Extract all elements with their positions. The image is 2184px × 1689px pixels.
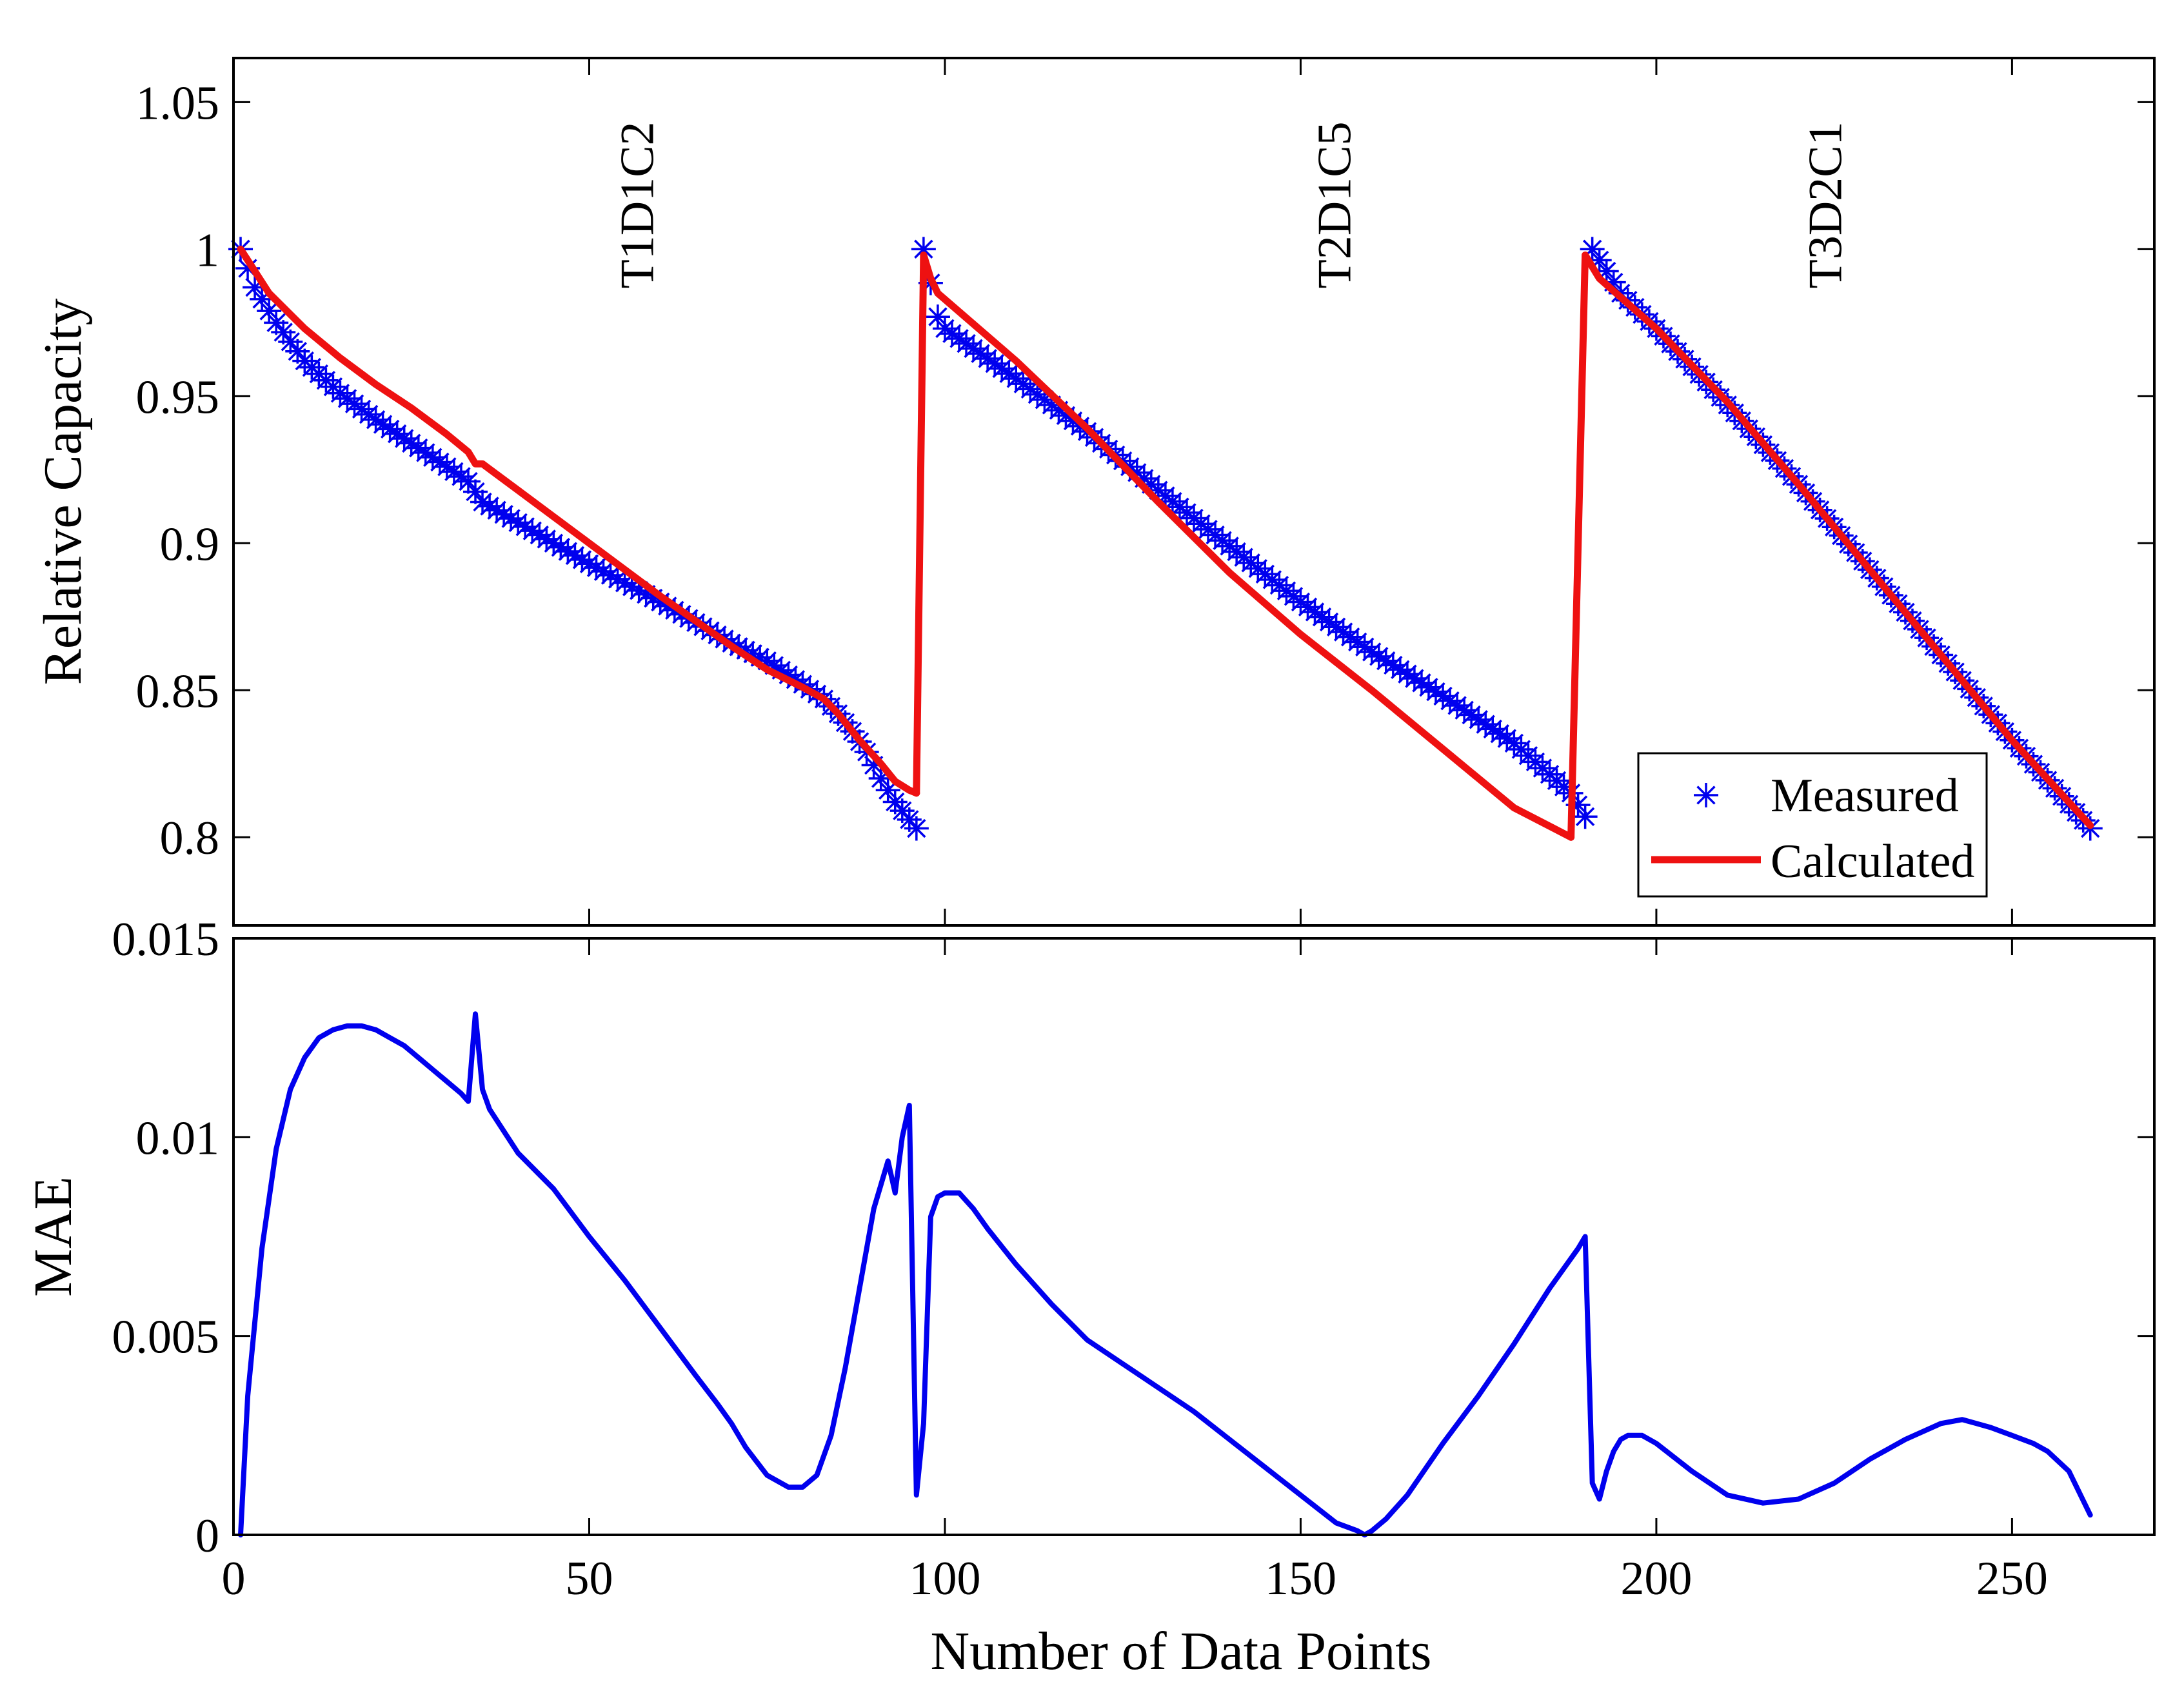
legend-calculated-label: Calculated [1771, 835, 1974, 888]
annotation-t1d1c2: T1D1C2 [611, 121, 664, 288]
calculated-line-segment-2 [913, 252, 1575, 841]
top-series [228, 237, 2103, 841]
measured-point [434, 454, 459, 479]
measured-point [932, 316, 957, 341]
measured-point [925, 304, 950, 330]
measured-point [1366, 644, 1391, 669]
measured-point [961, 336, 986, 361]
measured-point [342, 391, 367, 417]
measured-point [406, 435, 431, 460]
measured-point [1295, 595, 1320, 620]
y-tick-label: 0.01 [136, 1112, 220, 1165]
y-tick-label: 0.015 [112, 913, 220, 966]
measured-point [968, 341, 993, 366]
measured-point [1309, 604, 1335, 629]
x-tick-label: 100 [909, 1552, 980, 1605]
y-tick-label: 0.9 [160, 518, 220, 571]
measured-point [975, 346, 1000, 371]
measured-point [1316, 609, 1342, 635]
top-annotations: T1D1C2 T2D1C5 T3D2C1 [611, 121, 1852, 288]
x-tick-label: 50 [565, 1552, 613, 1605]
measured-point [1011, 371, 1036, 397]
measured-point [904, 816, 929, 841]
measured-point [1573, 804, 1598, 829]
measured-point [1288, 589, 1313, 615]
calculated-line-segment-1 [237, 245, 920, 797]
measured-point [954, 331, 979, 356]
top-y-tick-labels: 0.8 0.85 0.9 0.95 1 1.05 [136, 77, 220, 865]
measured-point [278, 329, 303, 354]
y-tick-label: 0.005 [112, 1311, 220, 1364]
top-panel: 0.8 0.85 0.9 0.95 1 1.05 T1D1C2 T2D1C5 T3D2C1 R… [33, 57, 2156, 927]
y-tick-label: 1 [195, 224, 219, 277]
legend-measured-marker [1694, 783, 1718, 807]
mae-line [238, 1011, 2093, 1537]
bottom-plot-frame [232, 937, 2156, 1536]
y-tick-label: 0.8 [160, 812, 220, 865]
bottom-panel: 0 0.005 0.01 0.015 0 50 100 150 200 250 MAE Numb… [23, 913, 2156, 1681]
x-tick-label: 250 [1976, 1552, 2048, 1605]
measured-point [491, 502, 517, 527]
x-tick-label: 0 [222, 1552, 246, 1605]
top-tick-marks [232, 58, 2154, 925]
annotation-t3d2c1: T3D2C1 [1800, 121, 1852, 288]
measured-point [328, 380, 353, 406]
measured-point [889, 798, 915, 824]
measured-point [335, 386, 360, 411]
top-plot-frame [232, 57, 2156, 927]
legend-asterisk [1694, 783, 1718, 807]
measured-point [1324, 615, 1349, 640]
measured-point [349, 397, 374, 422]
legend-measured-label: Measured [1771, 769, 1959, 822]
bottom-y-tick-labels: 0 0.005 0.01 0.015 [112, 913, 220, 1563]
measured-point [1494, 726, 1520, 751]
bottom-x-tick-labels: 0 50 100 150 200 250 [222, 1552, 2048, 1605]
measured-point [356, 402, 381, 427]
y-tick-label: 0 [195, 1510, 219, 1563]
legend-box [1637, 752, 1988, 898]
bottom-series [238, 1011, 2093, 1537]
measured-point [982, 351, 1008, 376]
y-tick-label: 0.95 [136, 371, 220, 424]
bottom-y-axis-label: MAE [23, 1176, 83, 1297]
x-tick-label: 150 [1265, 1552, 1336, 1605]
measured-point [1338, 624, 1363, 649]
measured-point [939, 321, 964, 346]
y-tick-label: 1.05 [136, 77, 220, 130]
x-axis-label: Number of Data Points [931, 1621, 1432, 1681]
measured-point [1302, 599, 1327, 624]
top-y-axis-label: Relative Capacity [33, 299, 93, 685]
legend: Measured Calculated [1637, 752, 1988, 898]
x-tick-label: 200 [1620, 1552, 1692, 1605]
measured-point [1331, 619, 1356, 644]
measured-point [947, 326, 972, 351]
calculated-line-segment-3 [1567, 252, 2094, 841]
measured-point [1345, 629, 1370, 655]
annotation-t2d1c5: T2D1C5 [1309, 121, 1362, 288]
y-tick-label: 0.85 [136, 665, 220, 718]
measured-point [257, 299, 282, 324]
measured-point [441, 459, 466, 484]
